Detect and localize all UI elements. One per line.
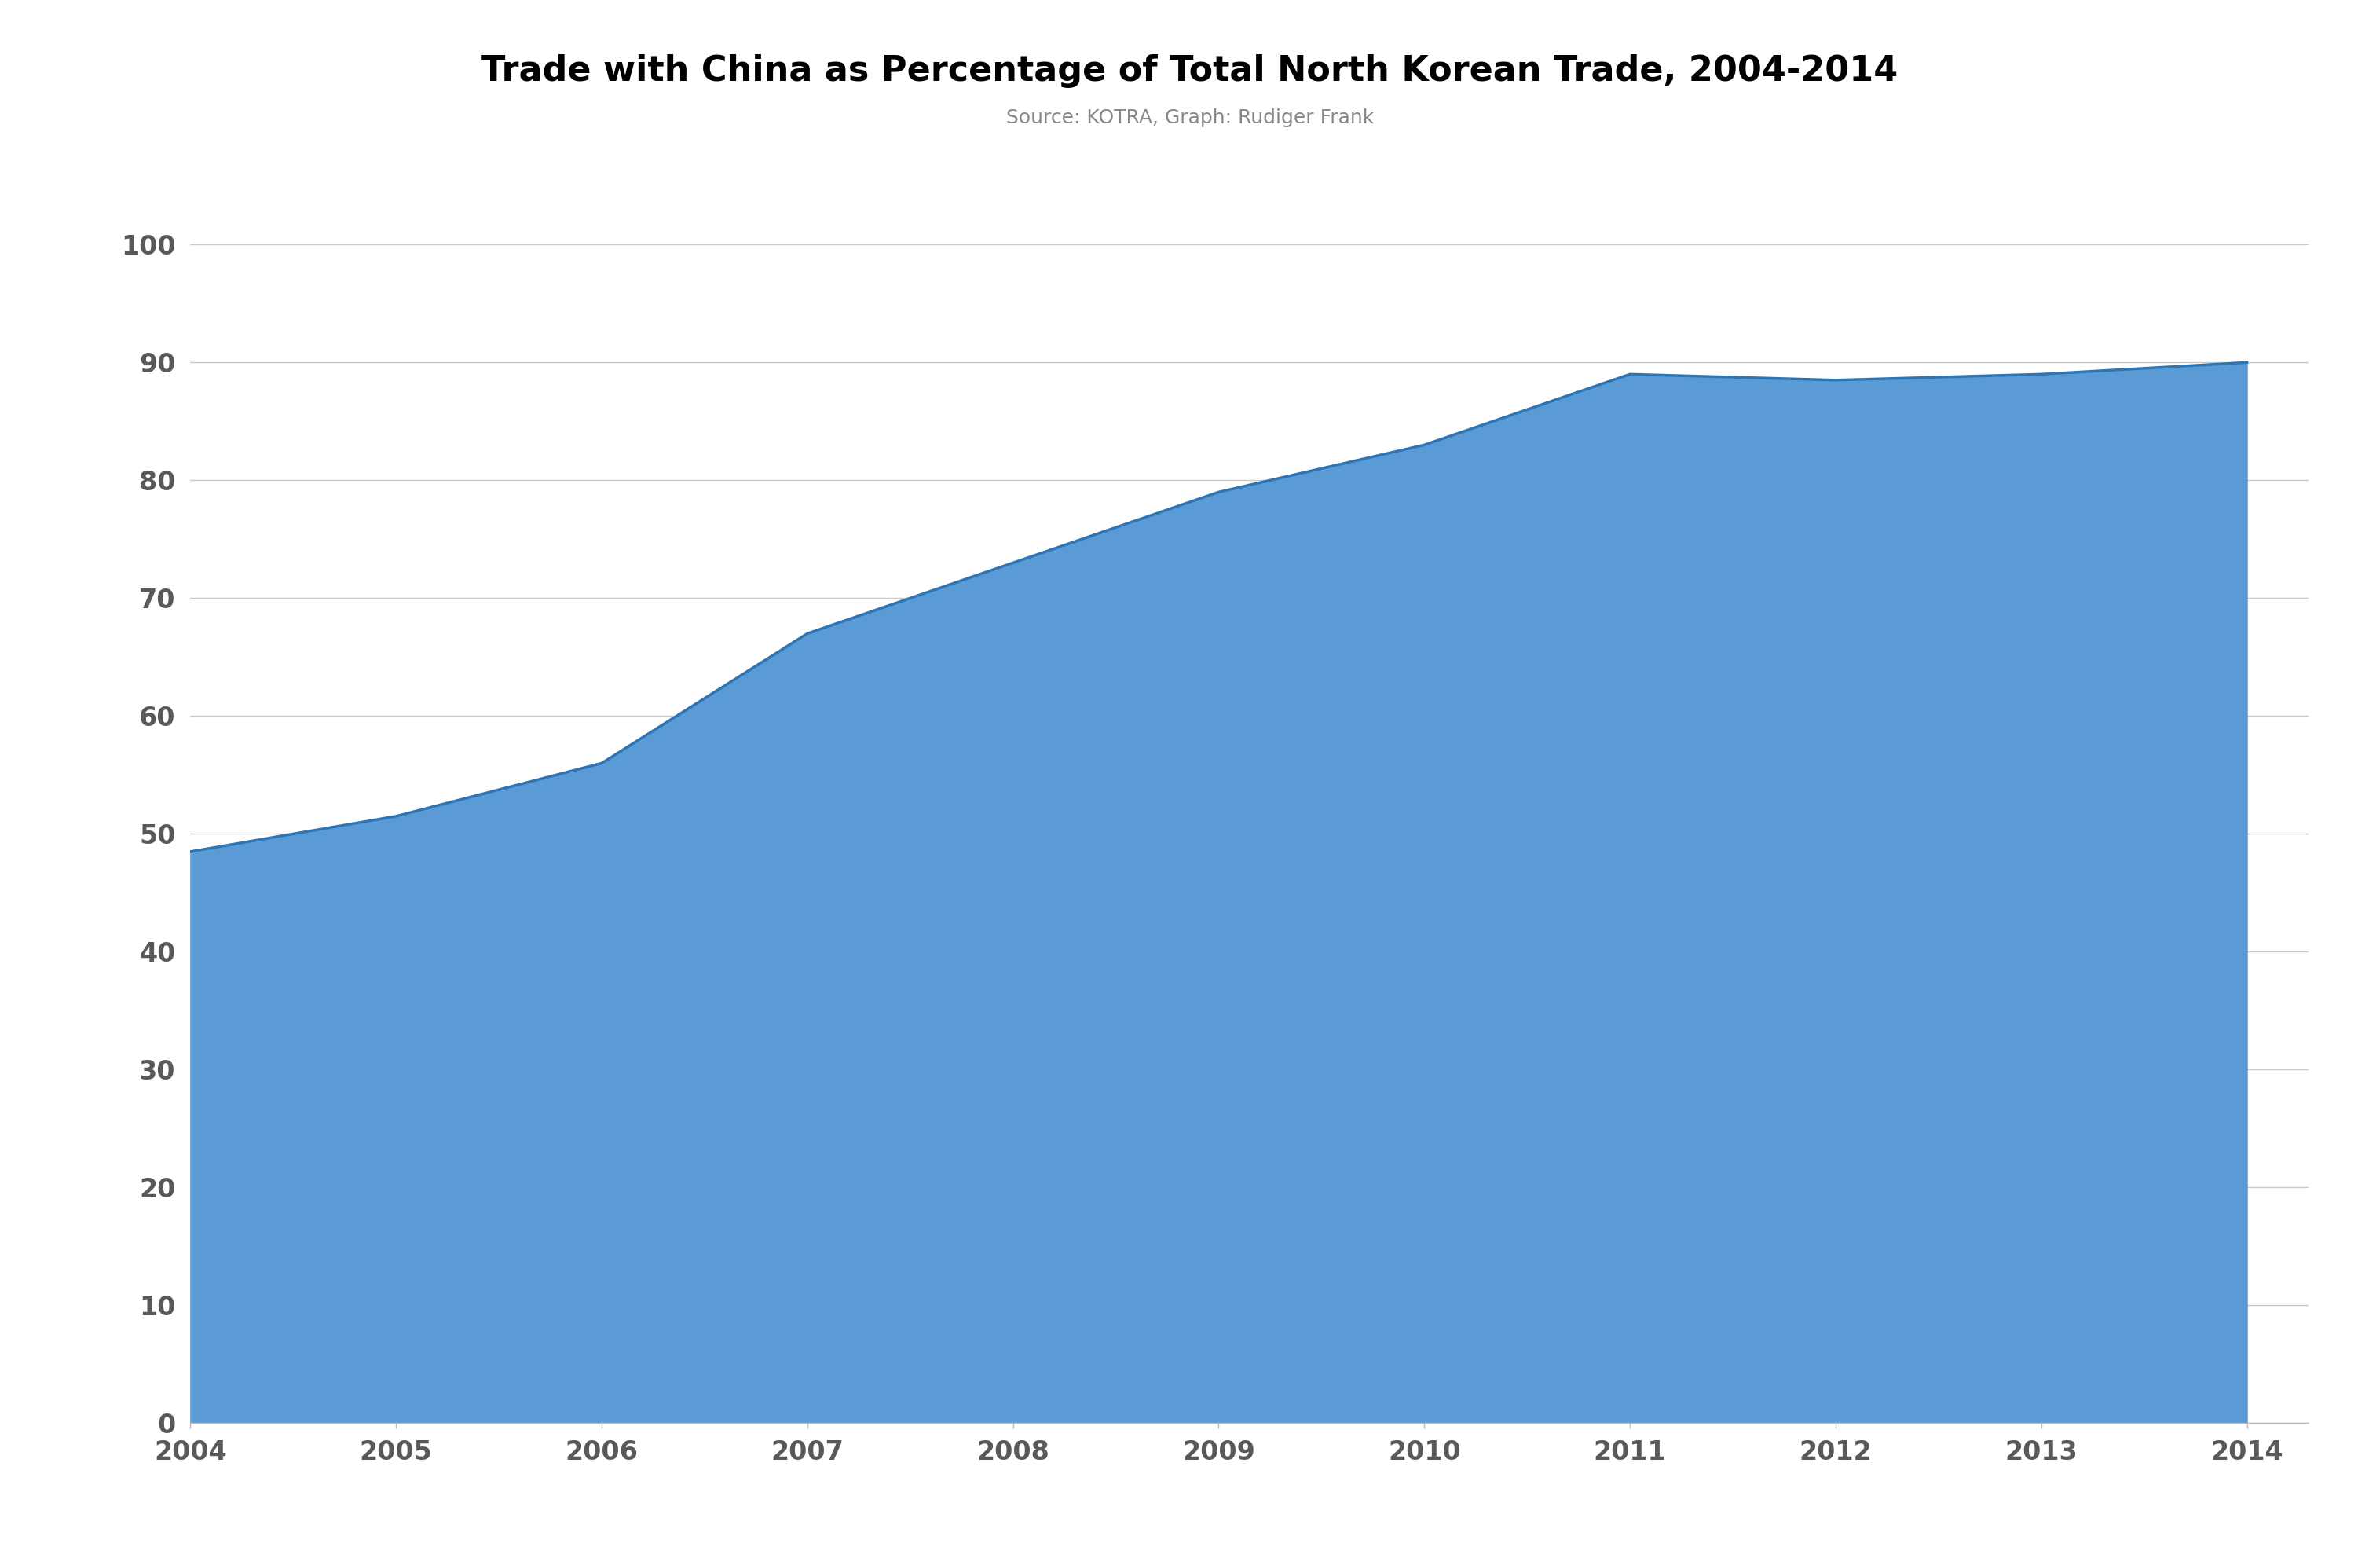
- Text: Source: KOTRA, Graph: Rudiger Frank: Source: KOTRA, Graph: Rudiger Frank: [1007, 108, 1373, 127]
- Text: Trade with China as Percentage of Total North Korean Trade, 2004-2014: Trade with China as Percentage of Total …: [481, 54, 1899, 88]
